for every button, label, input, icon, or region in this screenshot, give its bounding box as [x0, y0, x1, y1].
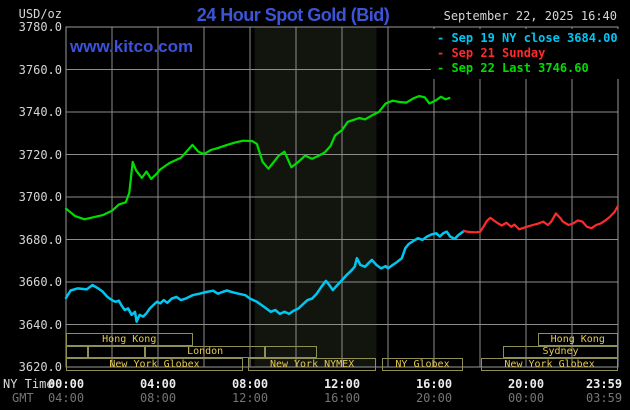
datetime-label: September 22, 2025 16:40 [443, 9, 617, 23]
session-box-empty [264, 346, 317, 358]
x-tick-ny-20:00: 20:00 [507, 377, 545, 391]
series-line-sep-21-sunday [462, 205, 619, 234]
legend-item-sep19-close: - Sep 19 NY close 3684.00 [437, 31, 618, 45]
x-tick-gmt-04:00: 04:00 [47, 391, 85, 405]
session-box-empty [66, 346, 88, 358]
legend-item-sep22-last: - Sep 22 Last 3746.60 [437, 61, 589, 75]
unit-label: USD/oz [18, 7, 62, 21]
kitco-watermark-link[interactable]: www.kitco.com [70, 37, 194, 56]
y-tick-3740.0: 3740.0 [18, 105, 62, 119]
session-box-sydney: Sydney [503, 346, 618, 358]
y-tick-3700.0: 3700.0 [18, 190, 62, 204]
x-tick-ny-04:00: 04:00 [139, 377, 177, 391]
page-title: 24 Hour Spot Gold (Bid) [196, 5, 390, 25]
ny-time-axis-label: NY Time [3, 377, 54, 391]
y-tick-3640.0: 3640.0 [18, 317, 62, 332]
gmt-axis-label: GMT [12, 391, 34, 405]
plot-border [65, 26, 619, 368]
x-tick-ny-00:00: 00:00 [47, 377, 85, 391]
x-tick-ny-16:00: 16:00 [415, 377, 453, 391]
series-line-sep-22-last-3746-60 [64, 94, 451, 221]
session-box-hong-kong: Hong Kong [66, 333, 193, 346]
x-tick-gmt-03:59: 03:59 [585, 391, 623, 405]
x-tick-ny-23:59: 23:59 [585, 377, 623, 391]
series-line-sep-19-ny-close-3684-00 [64, 229, 466, 323]
legend-item-sep21-sunday: - Sep 21 Sunday [437, 46, 546, 60]
session-box-london: London [145, 346, 265, 358]
y-tick-3620.0: 3620.0 [18, 360, 62, 374]
session-box-new-york-globex: New York Globex [66, 358, 244, 371]
session-box-empty [87, 346, 146, 358]
x-tick-gmt-08:00: 08:00 [139, 391, 177, 405]
session-box-ny-globex: NY Globex [382, 358, 463, 371]
x-tick-gmt-12:00: 12:00 [231, 391, 269, 405]
chart-legend: - Sep 19 NY close 3684.00 - Sep 21 Sunda… [431, 29, 619, 79]
x-tick-gmt-00:00: 00:00 [507, 391, 545, 405]
x-tick-gmt-16:00: 16:00 [323, 391, 361, 405]
y-tick-3660.0: 3660.0 [18, 275, 62, 289]
y-tick-3760.0: 3760.0 [18, 62, 62, 77]
session-box-hong-kong: Hong Kong [537, 333, 618, 346]
y-tick-3720.0: 3720.0 [18, 147, 62, 162]
y-tick-3680.0: 3680.0 [18, 232, 62, 247]
x-tick-ny-08:00: 08:00 [231, 377, 269, 391]
y-tick-3780.0: 3780.0 [18, 20, 62, 34]
x-tick-gmt-20:00: 20:00 [415, 391, 453, 405]
session-box-new-york-globex: New York Globex [481, 358, 618, 371]
session-box-new-york-nymex: New York NYMEX [247, 358, 377, 371]
x-tick-ny-12:00: 12:00 [323, 377, 361, 391]
